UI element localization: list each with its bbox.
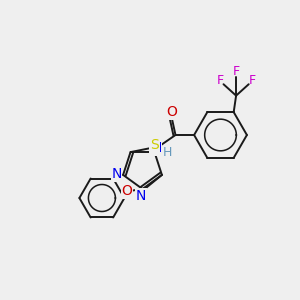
Text: F: F — [216, 74, 224, 87]
Text: F: F — [249, 74, 256, 87]
Text: H: H — [163, 146, 172, 160]
Text: O: O — [122, 184, 132, 198]
Text: N: N — [136, 189, 146, 202]
Text: N: N — [111, 167, 122, 181]
Text: O: O — [167, 105, 177, 119]
Text: F: F — [232, 64, 240, 77]
Text: N: N — [152, 142, 162, 155]
Text: S: S — [150, 139, 159, 152]
